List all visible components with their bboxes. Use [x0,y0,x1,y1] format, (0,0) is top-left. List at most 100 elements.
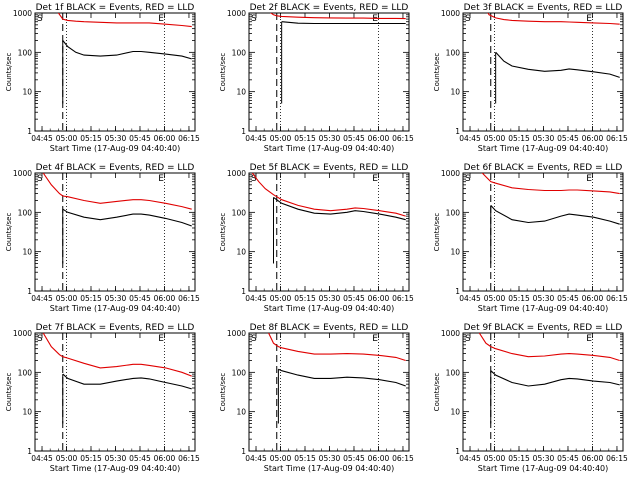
y-tick-label: 100 [446,48,461,57]
y-tick-label: 1000 [441,329,460,338]
end-marker: E [158,14,164,24]
chart-panel: Det 3f BLACK = Events, RED = LLD 1 10 100 10… [433,3,628,153]
end-marker: E [372,174,378,184]
x-tick-label: 05:00 [484,294,506,303]
x-tick-label: 04:45 [31,134,53,143]
x-tick-label: 05:45 [129,454,151,463]
panel-title: Det 5f BLACK = Events, RED = LLD [250,163,409,173]
x-tick-label: 06:15 [178,454,200,463]
end-marker: E [586,14,592,24]
data-area [481,173,620,264]
panel-title: Det 2f BLACK = Events, RED = LLD [250,3,409,13]
panel-title: Det 1f BLACK = Events, RED = LLD [36,3,195,13]
events-series-line [62,373,192,390]
end-marker: E [158,174,164,184]
x-axis-label: Start Time (17-Aug-09 04:40:40) [478,144,609,153]
end-marker: E [586,334,592,344]
chart-panel: Det 9f BLACK = Events, RED = LLD 1 10 100 10… [433,323,628,473]
y-tick-label: 1 [455,447,460,456]
panel-title: Det 8f BLACK = Events, RED = LLD [250,323,409,333]
y-tick-label: 10 [236,88,246,97]
x-tick-label: 06:00 [368,134,390,143]
y-tick-label: 10 [450,248,460,257]
lld-series-line [269,13,406,20]
x-tick-label: 06:00 [154,454,176,463]
events-series-line [281,21,406,25]
y-tick-label: 1000 [441,169,460,178]
events-series-line [62,40,192,60]
start-marker: S [37,174,43,184]
x-tick-label: 05:45 [557,294,579,303]
plot-frame [248,172,410,292]
y-tick-label: 1 [241,287,246,296]
y-tick-label: 100 [232,368,247,377]
y-tick-label: 1 [241,447,246,456]
y-tick-label: 1000 [227,9,246,18]
x-tick-label: 05:15 [80,454,102,463]
y-tick-label: 10 [236,408,246,417]
x-tick-label: 05:00 [56,134,78,143]
events-series-line [490,205,620,225]
data-area [42,333,192,424]
x-tick-label: 05:45 [343,294,365,303]
x-tick-label: 05:30 [533,134,555,143]
x-axis-label: Start Time (17-Aug-09 04:40:40) [50,144,181,153]
chart-panel: Det 8f BLACK = Events, RED = LLD 1 10 100 10… [219,323,414,473]
panel-title: Det 7f BLACK = Events, RED = LLD [36,323,195,333]
x-tick-label: 05:00 [484,454,506,463]
events-series-line [62,208,192,227]
x-tick-label: 06:00 [154,134,176,143]
y-tick-label: 100 [446,208,461,217]
y-tick-label: 100 [232,208,247,217]
lld-series-line [481,173,620,195]
lld-series-line [251,173,406,217]
x-tick-label: 05:15 [294,134,316,143]
chart-panel: Det 4f BLACK = Events, RED = LLD 1 10 100 10… [5,163,200,313]
x-tick-label: 05:45 [557,134,579,143]
x-tick-label: 06:15 [392,454,414,463]
x-tick-label: 05:15 [80,294,102,303]
plot-frame [248,332,410,452]
x-axis-label: Start Time (17-Aug-09 04:40:40) [264,144,395,153]
lld-series-line [42,173,192,210]
y-tick-label: 100 [18,368,33,377]
lld-series-line [478,333,620,362]
chart-panel: Det 6f BLACK = Events, RED = LLD 1 10 100 10… [433,163,628,313]
y-tick-label: 10 [450,408,460,417]
chart-panel: Det 5f BLACK = Events, RED = LLD 1 10 100 10… [219,163,414,313]
x-tick-label: 06:15 [392,134,414,143]
x-tick-label: 05:15 [508,134,530,143]
x-tick-label: 05:45 [129,294,151,303]
x-tick-label: 05:45 [129,134,151,143]
plot-frame [34,172,196,292]
x-tick-label: 05:00 [56,454,78,463]
y-tick-label: 1 [455,127,460,136]
x-tick-label: 05:30 [105,294,127,303]
data-area [251,173,406,264]
x-tick-label: 06:15 [392,294,414,303]
x-tick-label: 05:00 [56,294,78,303]
events-series-line [495,51,620,78]
y-tick-label: 1000 [441,9,460,18]
x-tick-label: 05:15 [508,454,530,463]
panel-title: Det 6f BLACK = Events, RED = LLD [464,163,623,173]
end-marker: E [372,14,378,24]
y-axis-label: Counts/sec [5,53,13,92]
lld-series-line [57,13,192,28]
x-tick-label: 04:45 [459,134,481,143]
x-tick-label: 05:30 [105,134,127,143]
y-tick-label: 1000 [13,9,32,18]
panel-title: Det 3f BLACK = Events, RED = LLD [464,3,623,13]
y-tick-label: 1 [27,287,32,296]
data-area [268,333,406,424]
y-tick-label: 10 [22,408,32,417]
end-marker: E [586,174,592,184]
x-tick-label: 06:00 [154,294,176,303]
x-tick-label: 05:15 [294,294,316,303]
x-tick-label: 05:30 [105,454,127,463]
x-axis-label: Start Time (17-Aug-09 04:40:40) [50,304,181,313]
x-tick-label: 04:45 [459,454,481,463]
x-tick-label: 06:15 [606,454,628,463]
data-area [478,333,620,424]
